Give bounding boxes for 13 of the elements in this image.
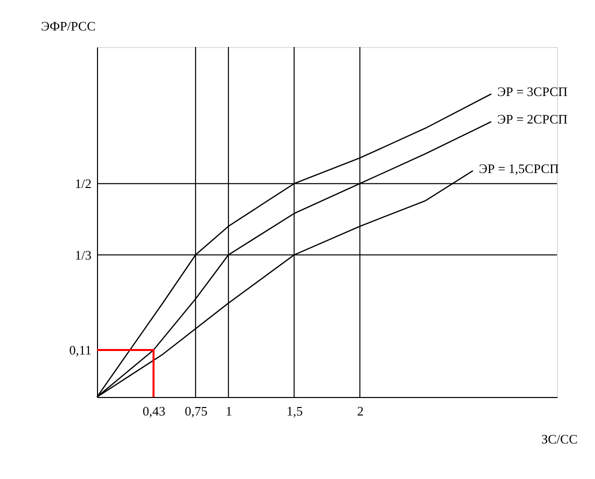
series-label: ЭР = 1,5СРСП — [478, 160, 559, 176]
x-tick-label: 0,43 — [142, 404, 166, 418]
series-label: ЭР = 3СРСП — [497, 84, 568, 99]
x-tick-label: 0,75 — [184, 404, 208, 418]
y-tick-label: 1/2 — [74, 176, 92, 192]
x-tick-label: 2 — [357, 404, 364, 418]
y-tick-label: 0,11 — [69, 342, 92, 358]
y-axis-title: ЭФР/РСС — [41, 18, 96, 34]
x-tick-label: 1,5 — [286, 404, 303, 418]
x-axis-title: ЗС/СС — [541, 432, 578, 446]
y-tick-label: 1/3 — [74, 247, 92, 262]
x-tick-label: 1 — [226, 404, 232, 418]
series-label: ЭР = 2СРСП — [497, 112, 568, 127]
